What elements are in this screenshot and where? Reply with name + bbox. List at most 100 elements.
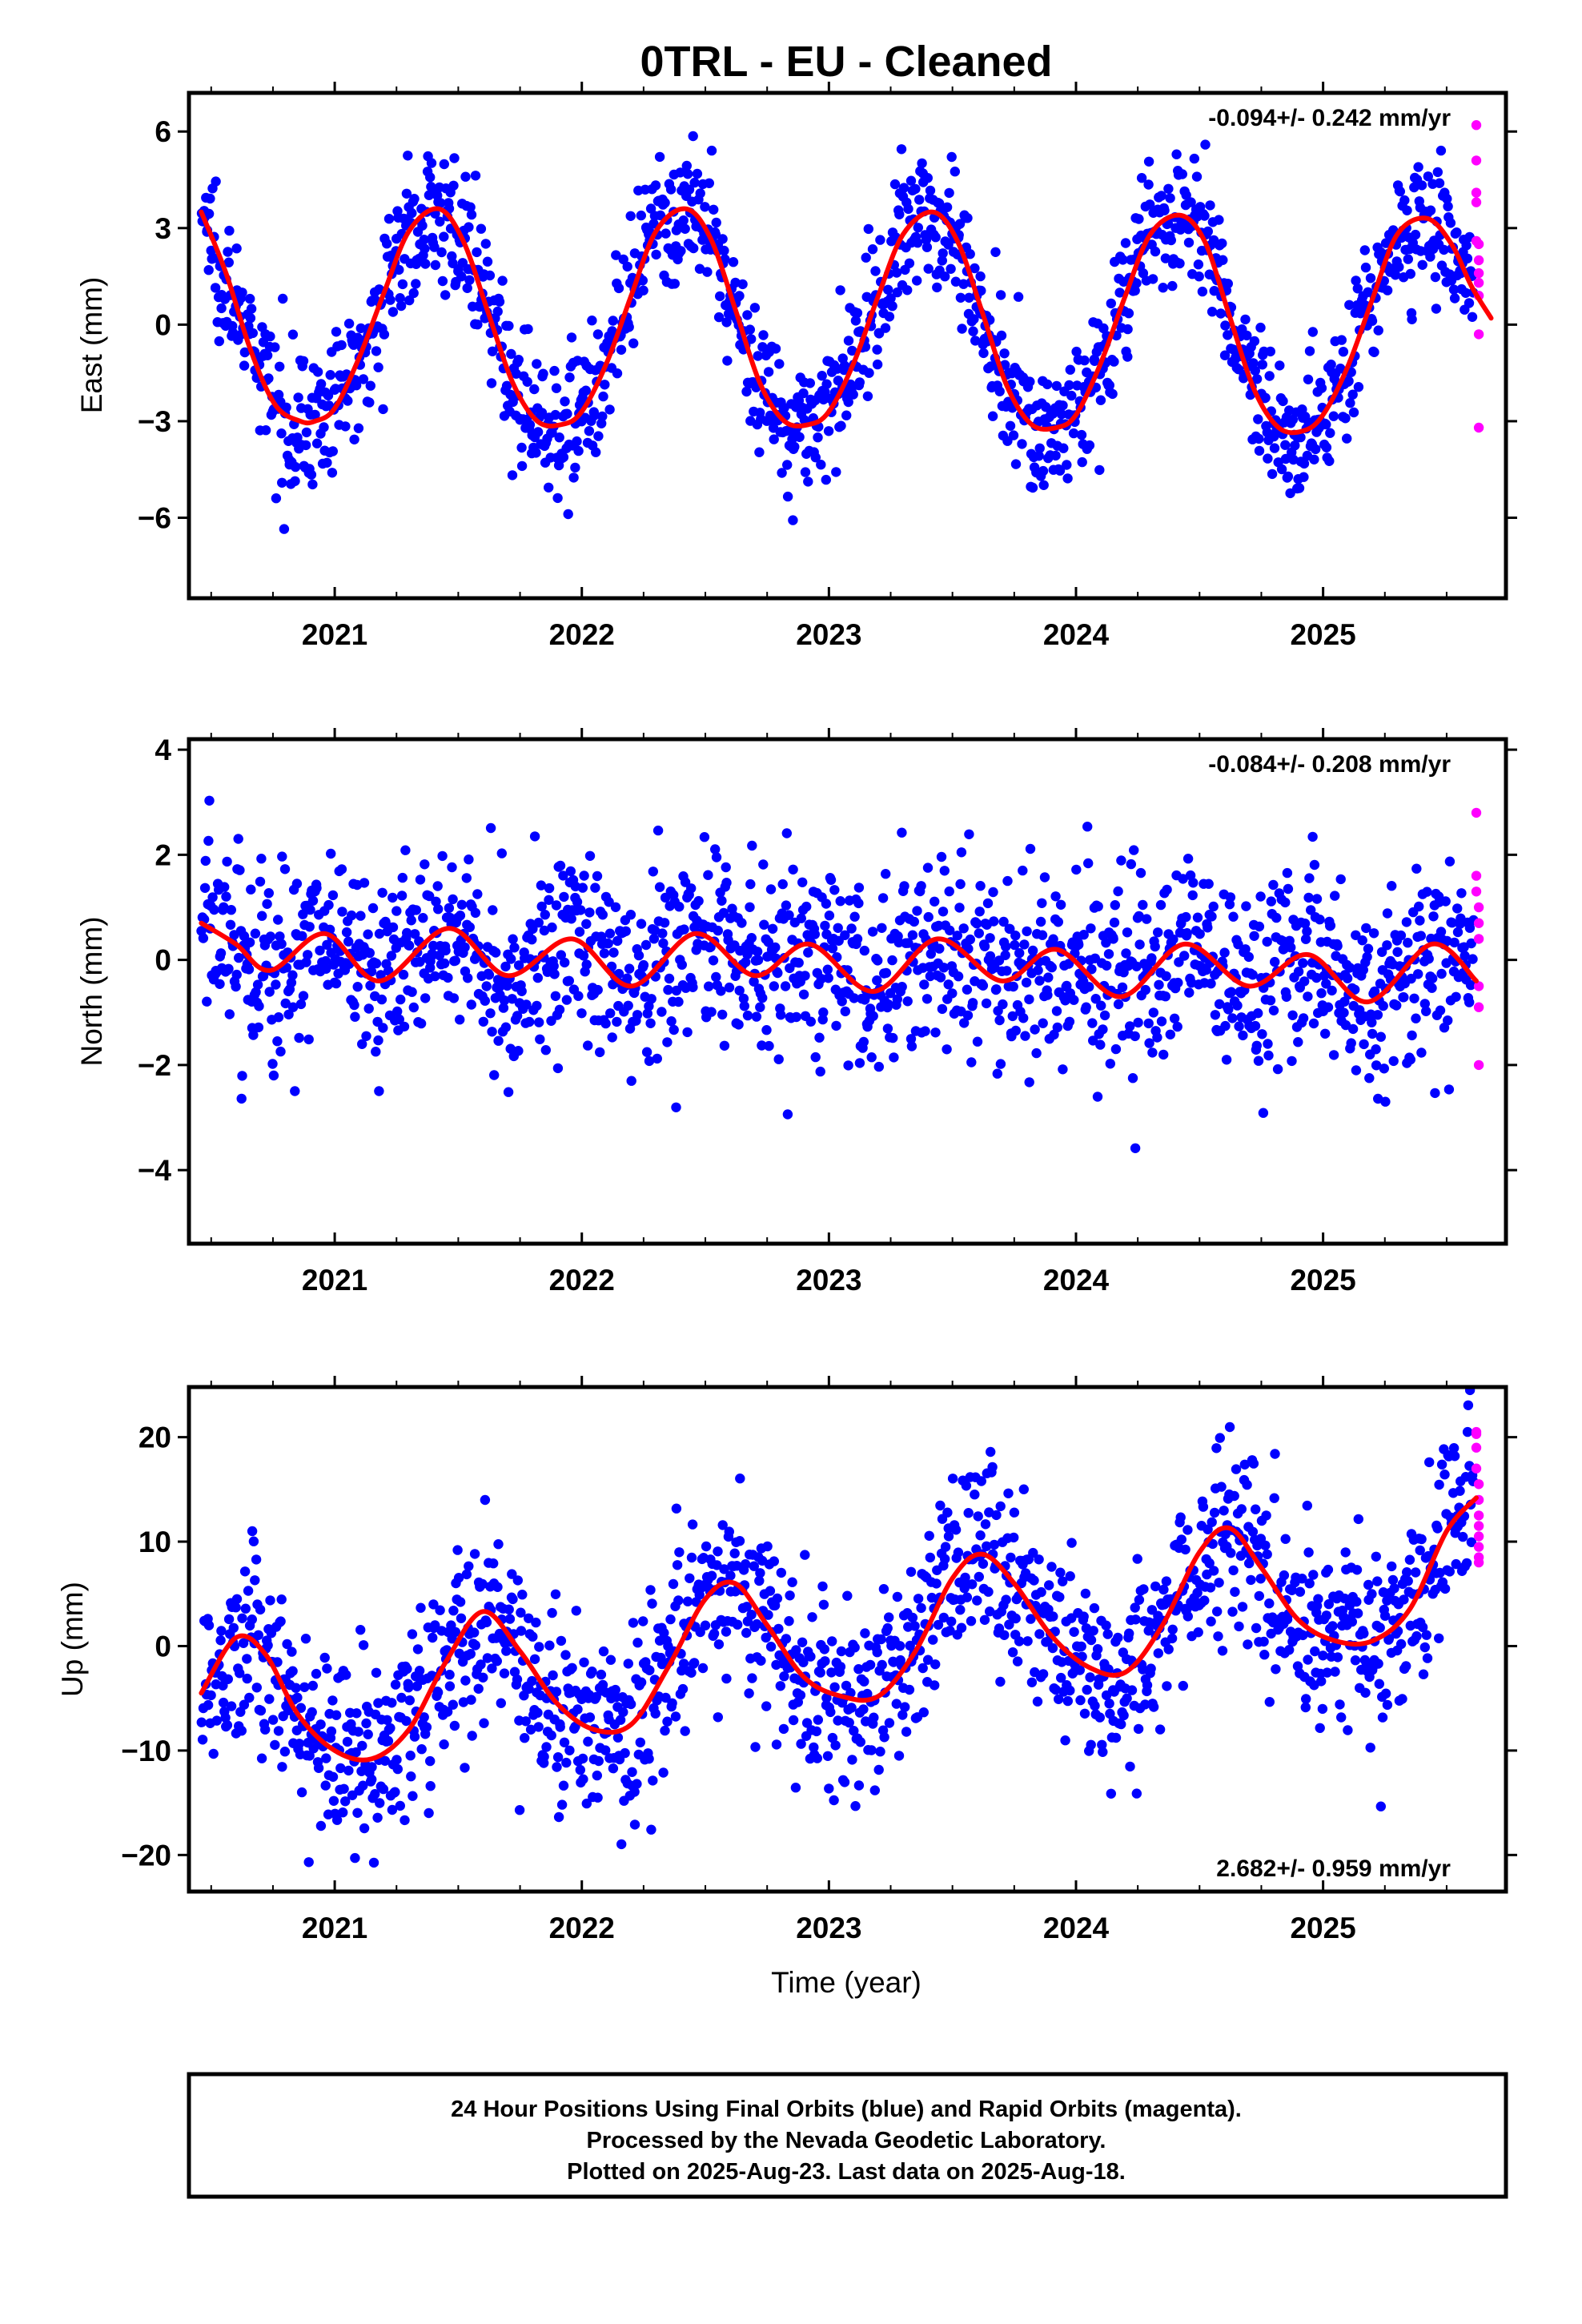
up-final-point (729, 1548, 740, 1558)
up-final-point (635, 1737, 645, 1747)
east-final-point (1159, 205, 1170, 215)
east-final-point (1008, 430, 1019, 440)
north-final-point (437, 850, 448, 862)
east-final-point (852, 308, 863, 318)
north-final-point (867, 927, 878, 937)
north-final-point (524, 1016, 535, 1027)
north-final-point (656, 1007, 667, 1017)
north-final-point (433, 904, 444, 915)
east-final-point (210, 283, 221, 293)
up-final-point (894, 1641, 905, 1651)
north-final-point (622, 973, 632, 983)
up-final-point (1231, 1464, 1242, 1474)
north-final-point (784, 910, 794, 920)
east-rate-label: -0.094+/- 0.242 mm/yr (1208, 105, 1451, 131)
east-final-point (516, 442, 527, 453)
up-final-point (1298, 1630, 1308, 1641)
north-final-point (829, 885, 840, 895)
north-final-point (1074, 939, 1084, 950)
up-final-point (470, 1640, 480, 1651)
north-final-point (321, 963, 331, 975)
east-final-point (231, 243, 242, 254)
up-x-axis-label: Time (year) (771, 1966, 921, 1999)
up-final-point (801, 1718, 813, 1728)
east-final-point (1347, 389, 1358, 400)
up-final-point (1089, 1602, 1100, 1614)
north-final-point (1160, 991, 1171, 1002)
up-final-point (950, 1525, 962, 1535)
north-final-point (1298, 958, 1308, 968)
east-final-point (695, 188, 705, 199)
up-final-point (367, 1762, 377, 1772)
up-final-point (303, 1857, 314, 1868)
north-final-point (1430, 1088, 1440, 1099)
north-final-point (1253, 1008, 1263, 1019)
east-final-point (1147, 274, 1158, 284)
up-final-point (865, 1659, 876, 1671)
east-final-point (1156, 191, 1166, 201)
north-final-point (336, 864, 347, 875)
east-final-point (788, 515, 798, 525)
east-final-point (612, 368, 623, 379)
up-final-point (1140, 1699, 1150, 1710)
up-final-point (449, 1720, 460, 1731)
east-final-point (1205, 200, 1215, 211)
north-final-point (956, 847, 967, 858)
north-final-point (674, 902, 685, 912)
up-y-tick-label: 20 (139, 1421, 171, 1454)
up-final-point (1352, 1608, 1363, 1618)
north-final-point (1233, 939, 1243, 950)
east-final-point (1280, 440, 1291, 450)
north-final-point (796, 913, 806, 923)
up-final-point (416, 1744, 427, 1755)
north-final-point (363, 929, 373, 939)
east-final-point (970, 263, 980, 274)
north-final-point (1371, 1044, 1381, 1055)
north-final-point (741, 957, 751, 967)
north-final-point (371, 958, 382, 969)
north-final-point (1440, 896, 1451, 907)
north-final-point (926, 948, 937, 959)
up-final-point (428, 1632, 438, 1643)
east-final-point (385, 295, 396, 305)
north-final-point (737, 918, 747, 928)
east-final-point (1186, 197, 1196, 207)
up-final-point (1347, 1616, 1358, 1627)
up-x-tick-label: 2021 (302, 1912, 367, 1944)
up-final-point (686, 1667, 697, 1678)
north-final-point (721, 862, 731, 873)
north-final-point (267, 1059, 278, 1069)
up-final-point (798, 1657, 809, 1667)
east-final-point (946, 151, 957, 163)
north-final-point (1263, 1039, 1273, 1049)
north-final-point (1143, 1018, 1154, 1029)
up-final-point (1271, 1664, 1281, 1675)
east-final-point (1058, 443, 1069, 453)
up-final-point (829, 1682, 840, 1692)
north-final-point (250, 928, 261, 939)
up-final-point (1323, 1564, 1334, 1575)
east-final-point (1343, 376, 1354, 387)
up-final-point (979, 1614, 990, 1626)
north-final-point (955, 879, 966, 890)
up-final-point (322, 1663, 332, 1674)
north-final-point (798, 989, 809, 1000)
east-final-point (1417, 259, 1427, 270)
up-final-point (533, 1722, 544, 1732)
up-final-point (1317, 1703, 1328, 1715)
north-final-point (528, 923, 538, 935)
north-final-point (1195, 929, 1205, 939)
up-final-point (829, 1795, 839, 1806)
north-final-point (1046, 962, 1058, 973)
up-final-point (761, 1701, 772, 1711)
up-final-point (645, 1585, 656, 1595)
up-rapid-point (1471, 1442, 1482, 1453)
north-final-point (1339, 1007, 1349, 1018)
up-final-point (1213, 1631, 1223, 1642)
east-final-point (734, 291, 745, 301)
up-final-point (636, 1677, 647, 1687)
north-final-point (1257, 1029, 1267, 1039)
up-final-point (1038, 1669, 1049, 1679)
up-final-point (1003, 1488, 1014, 1499)
